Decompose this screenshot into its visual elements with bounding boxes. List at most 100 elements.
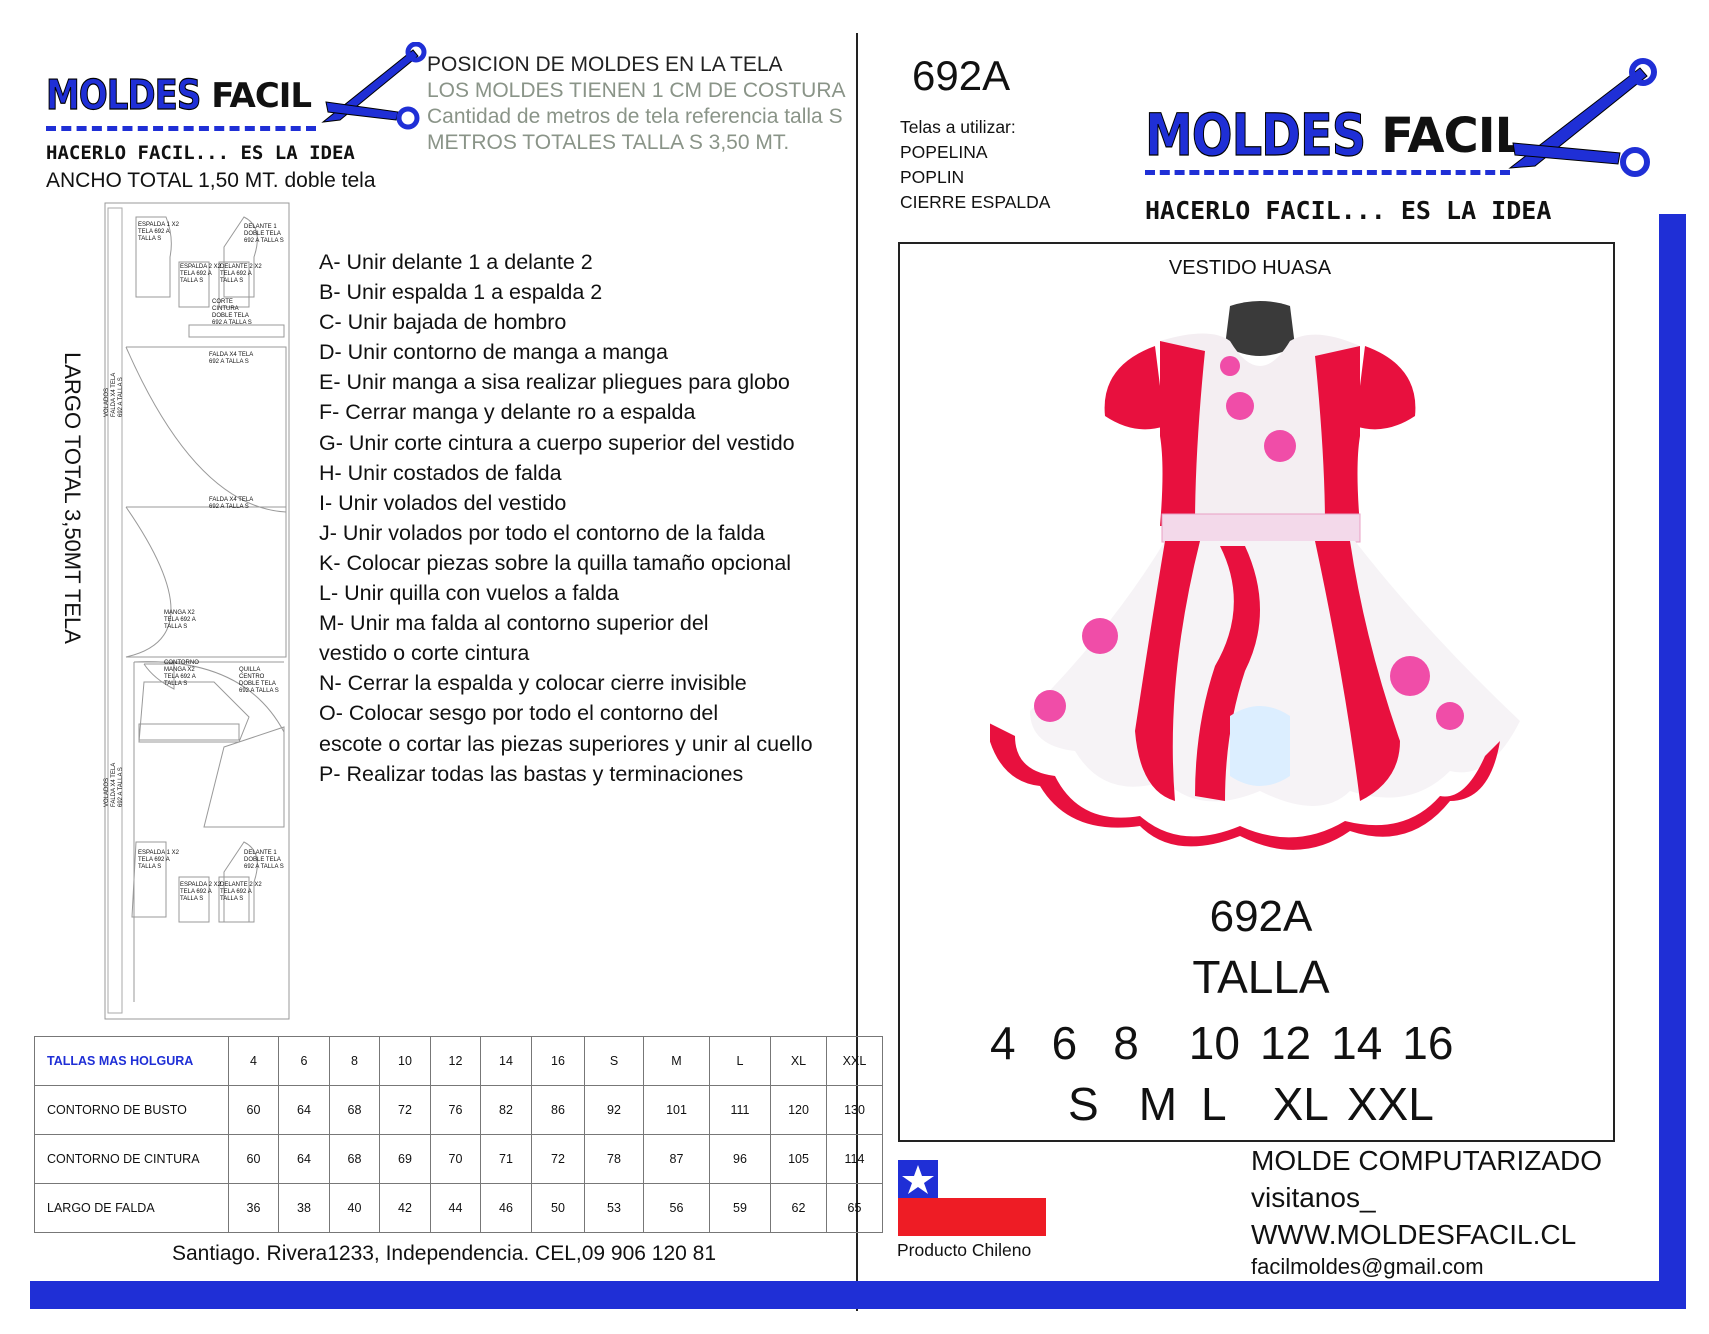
step: A- Unir delante 1 a delante 2 (319, 250, 593, 274)
table-cell: 36 (228, 1183, 279, 1233)
product-frame (898, 242, 1615, 1142)
table-row: LARGO DE FALDA 36 38 40 42 44 46 50 53 56 59 62 65 (34, 1183, 883, 1233)
logo-brand: FACIL (211, 76, 312, 116)
header-line: METROS TOTALES TALLA S 3,50 MT. (427, 131, 790, 154)
table-cell: 130 (826, 1085, 883, 1135)
step: N- Cerrar la espalda y colocar cierre in… (319, 671, 747, 696)
table-cell: 82 (480, 1085, 532, 1135)
step: G- Unir corte cintura a cuerpo superior … (319, 430, 795, 455)
step: O- Colocar sesgo por todo el contorno de… (319, 701, 719, 726)
step: vestido o corte cintura (319, 641, 530, 666)
pattern-label: VOLADOS FALDA X4 TELA 692 A TALLA S (104, 373, 124, 417)
table-cell: 12 (430, 1036, 481, 1086)
table-cell: XL (770, 1036, 827, 1086)
step: P- Realizar todas las bastas y terminaci… (319, 761, 744, 786)
step: escote o cortar las piezas superiores y … (319, 731, 813, 756)
table-cell: 50 (531, 1183, 585, 1233)
size-number: 4 (990, 1017, 1016, 1069)
size-letter: XXL (1346, 1078, 1434, 1130)
table-cell: 4 (228, 1036, 279, 1086)
table-cell: 16 (531, 1036, 585, 1086)
logo: MOLDES FACIL (45, 71, 312, 120)
table-cell: 10 (379, 1036, 431, 1086)
row-header: CONTORNO DE CINTURA (34, 1134, 229, 1184)
divider (856, 33, 858, 1311)
pattern-label: DELANTE 1 DOBLE TELA 692 A TALLA S (244, 224, 284, 244)
logo-underline (46, 126, 316, 131)
logo-brand: MOLDES (45, 71, 201, 120)
table-row: CONTORNO DE BUSTO 60 64 68 72 76 82 86 92 101 111 1… (34, 1085, 883, 1135)
table-cell: 69 (379, 1134, 431, 1184)
table-row: TALLAS MAS HOLGURA 4 6 8 10 12 14 16 S M L XL XXL (34, 1036, 883, 1086)
contact: MOLDE COMPUTARIZADO visitanos_ WWW.MOLDE… (1251, 1142, 1602, 1281)
pattern-label: DELANTE 2 X2 TELA 692 A TALLA S (220, 882, 262, 902)
table-cell: 72 (531, 1134, 585, 1184)
table-cell: 87 (643, 1134, 710, 1184)
email: facilmoldes@gmail.com (1251, 1254, 1484, 1279)
table-cell: 53 (584, 1183, 644, 1233)
table-cell: 105 (770, 1134, 827, 1184)
chile-flag (898, 1160, 1046, 1236)
step: E- Unir manga a sisa realizar pliegues p… (319, 370, 790, 395)
table-cell: 64 (278, 1134, 330, 1184)
pattern-label: MANGA X2 TELA 692 A TALLA S (164, 610, 196, 630)
table-cell: XXL (826, 1036, 883, 1086)
table-cell: 86 (531, 1085, 585, 1135)
step: L- Unir quilla con vuelos a falda (319, 581, 619, 606)
contact-line: MOLDE COMPUTARIZADO (1251, 1145, 1603, 1176)
step: M- Unir ma falda al contorno superior de… (319, 611, 709, 636)
size-number: 8 (1113, 1017, 1139, 1069)
table-cell: 76 (430, 1085, 481, 1135)
table-cell: 14 (480, 1036, 532, 1086)
pattern-pieces: ESPALDA 1 X2 TELA 692 A TALLA S DELANTE 1… (104, 202, 290, 1020)
table-cell: 56 (643, 1183, 710, 1233)
flag-caption: Producto Chileno (897, 1240, 1032, 1260)
fabrics-label: Telas a utilizar: (900, 117, 1016, 137)
step: F- Cerrar manga y delante ro a espalda (319, 400, 696, 425)
pattern-label: QUILLA CENTRO DOBLE TELA 692 A TALLA S (239, 667, 279, 694)
table-cell: 64 (278, 1085, 330, 1135)
header-line: Cantidad de metros de tela referencia ta… (427, 105, 843, 128)
bottom-bar (30, 1281, 1686, 1309)
table-cell: 78 (584, 1134, 644, 1184)
table-cell: 71 (480, 1134, 532, 1184)
table-cell: 65 (826, 1183, 883, 1233)
table-cell: 92 (584, 1085, 644, 1135)
logo: MOLDES FACIL (1144, 102, 1525, 170)
logo-underline (1145, 170, 1510, 175)
step: K- Colocar piezas sobre la quilla tamaño… (319, 550, 792, 575)
size-letter: XL (1272, 1078, 1329, 1130)
fabric: POPELINA (900, 142, 988, 162)
size-number: 6 (1051, 1017, 1078, 1069)
right-bar (1659, 214, 1686, 1309)
pattern-label: FALDA X4 TELA 692 A TALLA S (209, 497, 253, 510)
size-number: 12 (1259, 1017, 1312, 1069)
table-cell: 60 (228, 1085, 279, 1135)
pattern-label: ESPALDA 2 X2 TELA 692 A TALLA S (180, 264, 221, 284)
size-letter: M (1138, 1078, 1178, 1130)
size-number: 14 (1331, 1017, 1383, 1069)
table-cell: 46 (480, 1183, 532, 1233)
assembly-steps: A- Unir delante 1 a delante 2 B- Unir esp… (319, 247, 813, 789)
table-cell: 96 (709, 1134, 771, 1184)
table-cell: M (643, 1036, 710, 1086)
logo-tagline: HACERLO FACIL... ES LA IDEA (46, 142, 355, 164)
contact-line: visitanos_ (1251, 1182, 1376, 1213)
model-code: 692A (1209, 892, 1313, 941)
row-header: CONTORNO DE BUSTO (34, 1085, 229, 1135)
step: H- Unir costados de falda (319, 460, 562, 485)
scissors-icon (1508, 58, 1657, 177)
table-cell: 72 (379, 1085, 431, 1135)
header-line: POSICION DE MOLDES EN LA TELA (427, 53, 783, 76)
pattern-label: FALDA X4 TELA 692 A TALLA S (209, 352, 253, 365)
table-cell: 40 (329, 1183, 380, 1233)
table-cell: 101 (643, 1085, 710, 1135)
header-lines: POSICION DE MOLDES EN LA TELA LOS MOLDES… (427, 52, 846, 156)
address: Santiago. Rivera1233, Independencia. CEL… (171, 1242, 717, 1265)
step: B- Unir espalda 1 a espalda 2 (319, 280, 603, 305)
table-cell: 59 (709, 1183, 771, 1233)
row-header: TALLAS MAS HOLGURA (34, 1036, 229, 1086)
size-table: TALLAS MAS HOLGURA 4 6 8 10 12 14 16 S M L XL XXL CON… (34, 1036, 883, 1233)
contact-line: WWW.MOLDESFACIL.CL (1251, 1219, 1577, 1250)
